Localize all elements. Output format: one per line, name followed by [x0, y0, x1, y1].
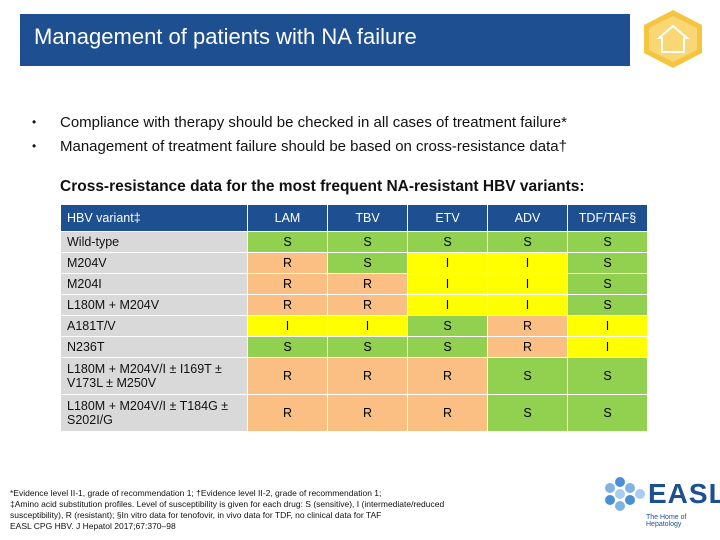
- susceptibility-cell: S: [567, 252, 648, 274]
- header-variant: HBV variant‡: [60, 204, 248, 232]
- table-row: A181T/V I I S R I: [60, 315, 648, 337]
- variant-cell: Wild-type: [60, 231, 248, 253]
- footnote-line: EASL CPG HBV. J Hepatol 2017;67:370–98: [10, 521, 176, 531]
- variant-cell: M204V: [60, 252, 248, 274]
- susceptibility-cell: I: [407, 294, 488, 316]
- susceptibility-cell: I: [407, 252, 488, 274]
- footnote-line: susceptibility), R (resistant); §In vitr…: [10, 510, 382, 520]
- susceptibility-cell: R: [487, 336, 568, 358]
- susceptibility-cell: R: [407, 394, 488, 432]
- variant-cell: L180M + M204V/I ± T184G ± S202I/G: [60, 394, 248, 432]
- logo-text: EASL: [648, 478, 720, 509]
- susceptibility-cell: S: [487, 231, 568, 253]
- footnote-line: *Evidence level II-1, grade of recommend…: [10, 488, 382, 498]
- susceptibility-cell: R: [327, 394, 408, 432]
- susceptibility-cell: I: [487, 252, 568, 274]
- susceptibility-cell: S: [567, 294, 648, 316]
- susceptibility-cell: R: [327, 273, 408, 295]
- header-lam: LAM: [247, 204, 328, 232]
- susceptibility-cell: S: [327, 252, 408, 274]
- bullet-text: Management of treatment failure should b…: [60, 137, 567, 155]
- cross-resistance-table: HBV variant‡ LAM TBV ETV ADV TDF/TAF§ Wi…: [60, 204, 648, 432]
- susceptibility-cell: S: [487, 394, 568, 432]
- footnote-line: ‡Amino acid substitution profiles. Level…: [10, 499, 445, 509]
- susceptibility-cell: S: [487, 357, 568, 395]
- susceptibility-cell: S: [247, 336, 328, 358]
- susceptibility-cell: I: [567, 315, 648, 337]
- susceptibility-cell: R: [327, 294, 408, 316]
- header-tbv: TBV: [327, 204, 408, 232]
- susceptibility-cell: S: [567, 357, 648, 395]
- susceptibility-cell: R: [247, 294, 328, 316]
- title-bar: Management of patients with NA failure: [20, 14, 630, 66]
- table-heading: Cross-resistance data for the most frequ…: [60, 178, 585, 195]
- variant-cell: N236T: [60, 336, 248, 358]
- susceptibility-cell: S: [247, 231, 328, 253]
- bullet-dot: •: [32, 115, 37, 129]
- table-row: M204V R S I I S: [60, 252, 648, 274]
- table-row: L180M + M204V R R I I S: [60, 294, 648, 316]
- susceptibility-cell: S: [407, 315, 488, 337]
- susceptibility-cell: I: [327, 315, 408, 337]
- susceptibility-cell: S: [567, 231, 648, 253]
- bullet-item: • Management of treatment failure should…: [32, 134, 567, 158]
- variant-cell: M204I: [60, 273, 248, 295]
- home-icon[interactable]: [640, 8, 706, 70]
- susceptibility-cell: I: [567, 336, 648, 358]
- easl-logo-icon: [605, 477, 645, 511]
- susceptibility-cell: S: [327, 336, 408, 358]
- bullet-text: Compliance with therapy should be checke…: [60, 113, 567, 131]
- header-tdf-taf: TDF/TAF§: [567, 204, 648, 232]
- bullet-list: • Compliance with therapy should be chec…: [32, 110, 567, 158]
- susceptibility-cell: I: [407, 273, 488, 295]
- logo-tagline: The Home of Hepatology: [646, 514, 687, 528]
- susceptibility-cell: R: [247, 273, 328, 295]
- table-row: L180M + M204V/I ± I169T ± V173L ± M250V R…: [60, 357, 648, 395]
- susceptibility-cell: S: [567, 273, 648, 295]
- slide-header: Management of patients with NA failure: [0, 0, 720, 78]
- slide-title: Management of patients with NA failure: [34, 24, 417, 49]
- susceptibility-cell: S: [407, 231, 488, 253]
- table-header-row: HBV variant‡ LAM TBV ETV ADV TDF/TAF§: [60, 204, 648, 232]
- table-row: N236T S S S R I: [60, 336, 648, 358]
- susceptibility-cell: S: [327, 231, 408, 253]
- variant-cell: A181T/V: [60, 315, 248, 337]
- footnotes: *Evidence level II-1, grade of recommend…: [10, 488, 444, 532]
- susceptibility-cell: R: [327, 357, 408, 395]
- bullet-dot: •: [32, 139, 37, 153]
- table-row: M204I R R I I S: [60, 273, 648, 295]
- susceptibility-cell: R: [247, 252, 328, 274]
- header-etv: ETV: [407, 204, 488, 232]
- variant-cell: L180M + M204V/I ± I169T ± V173L ± M250V: [60, 357, 248, 395]
- susceptibility-cell: S: [567, 394, 648, 432]
- susceptibility-cell: S: [407, 336, 488, 358]
- susceptibility-cell: I: [247, 315, 328, 337]
- susceptibility-cell: I: [487, 273, 568, 295]
- susceptibility-cell: R: [247, 394, 328, 432]
- variant-cell: L180M + M204V: [60, 294, 248, 316]
- susceptibility-cell: I: [487, 294, 568, 316]
- table-row: Wild-type S S S S S: [60, 231, 648, 253]
- susceptibility-cell: R: [407, 357, 488, 395]
- susceptibility-cell: R: [487, 315, 568, 337]
- susceptibility-cell: R: [247, 357, 328, 395]
- header-adv: ADV: [487, 204, 568, 232]
- bullet-item: • Compliance with therapy should be chec…: [32, 110, 567, 134]
- table-row: L180M + M204V/I ± T184G ± S202I/G R R R S S: [60, 394, 648, 432]
